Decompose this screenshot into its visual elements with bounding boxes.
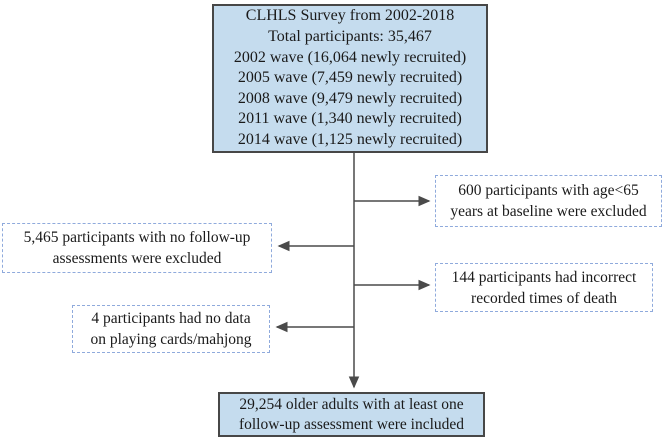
included-text-line: follow-up assessment were included <box>238 415 465 433</box>
node-excluded-no-cards-mahjong-data: 4 participants had no data on playing ca… <box>72 305 270 353</box>
node-included-sample: 29,254 older adults with at least one fo… <box>218 392 485 437</box>
node-excluded-age-under-65: 600 participants with age<65 years at ba… <box>435 175 662 227</box>
wave-2014: 2014 wave (1,125 newly recruited) <box>237 130 463 148</box>
node-excluded-incorrect-death-times: 144 participants had incorrect recorded … <box>435 263 653 312</box>
included-text-line: 29,254 older adults with at least one <box>239 395 464 413</box>
node-survey-population: CLHLS Survey from 2002-2018 Total partic… <box>212 4 488 153</box>
exclusion-text-line: 600 participants with age<65 <box>458 182 639 199</box>
exclusion-text-line: 5,465 participants with no follow-up <box>23 229 251 246</box>
exclusion-text-line: years at baseline were excluded <box>450 203 647 220</box>
exclusion-text-line: assessments were excluded <box>52 250 222 267</box>
wave-2011: 2011 wave (1,340 newly recruited) <box>238 110 462 128</box>
exclusion-text-line: on playing cards/mahjong <box>90 331 252 348</box>
exclusion-text-line: recorded times of death <box>471 289 617 307</box>
survey-title: CLHLS Survey from 2002-2018 <box>245 7 455 25</box>
wave-2005: 2005 wave (7,459 newly recruited) <box>237 69 463 87</box>
wave-2002: 2002 wave (16,064 newly recruited) <box>233 48 467 66</box>
exclusion-text-line: 144 participants had incorrect <box>451 268 637 286</box>
survey-total: Total participants: 35,467 <box>268 28 432 46</box>
wave-2008: 2008 wave (9,479 newly recruited) <box>237 89 463 107</box>
exclusion-text-line: 4 participants had no data <box>91 310 251 327</box>
node-excluded-no-followup: 5,465 participants with no follow-up ass… <box>2 223 272 273</box>
